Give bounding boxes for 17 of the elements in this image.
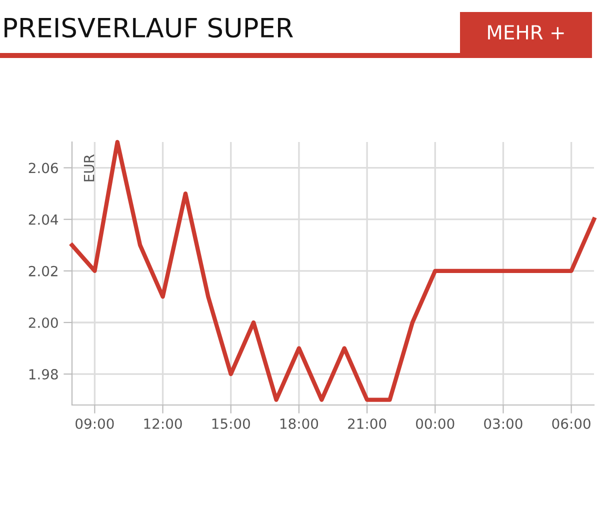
y-tick-label: 2.06 bbox=[28, 162, 58, 174]
y-tick-label: 2.00 bbox=[28, 317, 58, 328]
y-tick-label: 2.04 bbox=[28, 214, 58, 225]
x-tick-label: 09:00 bbox=[76, 418, 114, 429]
y-tick-label: 2.02 bbox=[28, 266, 58, 276]
chart-title: PREISVERLAUF SUPER bbox=[4, 18, 293, 38]
line-series bbox=[70, 140, 596, 402]
x-tick-label: 18:00 bbox=[280, 418, 318, 429]
x-tick-label: 06:00 bbox=[552, 418, 590, 429]
x-tick-label: 21:00 bbox=[348, 418, 386, 429]
text: MEHR + bbox=[488, 25, 564, 40]
y-axis-title: EUR bbox=[84, 154, 94, 182]
x-tick-label: 00:00 bbox=[416, 418, 454, 429]
x-tick-label: 15:00 bbox=[212, 418, 250, 429]
x-tick-label: 12:00 bbox=[144, 418, 182, 429]
x-tick-label: 03:00 bbox=[484, 418, 522, 429]
y-tick-label: 1.98 bbox=[29, 369, 58, 380]
